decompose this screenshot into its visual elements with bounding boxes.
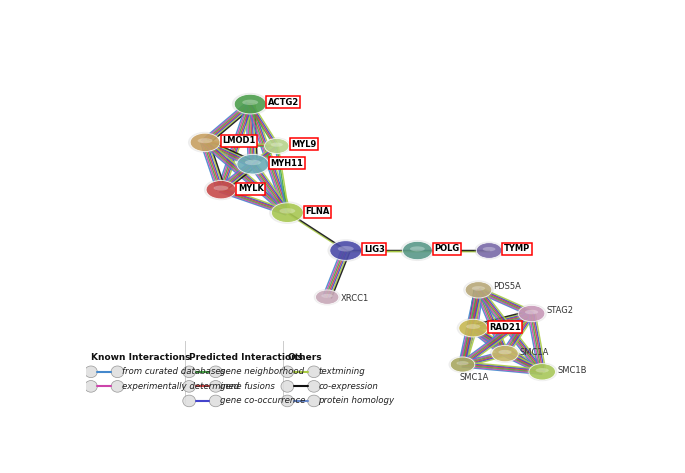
Ellipse shape [234, 94, 266, 114]
Text: gene neighborhood: gene neighborhood [220, 368, 304, 377]
Ellipse shape [529, 364, 556, 380]
Ellipse shape [271, 142, 283, 147]
Ellipse shape [308, 381, 321, 392]
Text: SMC1A: SMC1A [520, 348, 549, 357]
Text: MYLK: MYLK [238, 184, 264, 193]
Ellipse shape [329, 241, 362, 260]
Text: textmining: textmining [318, 368, 365, 377]
Ellipse shape [204, 179, 238, 200]
Ellipse shape [456, 361, 469, 365]
Ellipse shape [457, 318, 490, 338]
Text: gene co-occurrence: gene co-occurrence [220, 396, 306, 405]
Ellipse shape [111, 366, 124, 377]
Ellipse shape [281, 395, 294, 407]
Text: RAD21: RAD21 [489, 323, 521, 332]
Ellipse shape [111, 381, 124, 392]
Ellipse shape [279, 208, 295, 214]
Text: STAG2: STAG2 [547, 306, 573, 315]
Ellipse shape [475, 242, 503, 260]
Ellipse shape [308, 395, 321, 407]
Text: gene fusions: gene fusions [220, 382, 275, 391]
Ellipse shape [190, 133, 220, 151]
Ellipse shape [263, 137, 290, 155]
Ellipse shape [466, 324, 480, 329]
Text: Others: Others [288, 353, 322, 362]
Ellipse shape [234, 153, 271, 175]
Text: POLG: POLG [434, 244, 460, 253]
Text: ACTG2: ACTG2 [268, 98, 299, 107]
Ellipse shape [281, 381, 294, 392]
Ellipse shape [245, 160, 261, 165]
Ellipse shape [403, 241, 432, 260]
Ellipse shape [483, 247, 495, 251]
Ellipse shape [281, 366, 294, 377]
Ellipse shape [264, 139, 289, 154]
Ellipse shape [536, 368, 549, 373]
Ellipse shape [527, 362, 558, 381]
Ellipse shape [410, 246, 425, 251]
Ellipse shape [499, 350, 512, 354]
Ellipse shape [183, 366, 195, 377]
Ellipse shape [269, 201, 306, 224]
Ellipse shape [400, 240, 434, 261]
Ellipse shape [327, 239, 364, 262]
Text: MYL9: MYL9 [291, 140, 316, 149]
Text: experimentally determined: experimentally determined [122, 382, 239, 391]
Ellipse shape [472, 286, 485, 290]
Ellipse shape [188, 132, 222, 153]
Ellipse shape [237, 154, 269, 174]
Ellipse shape [525, 310, 538, 314]
Text: SMC1B: SMC1B [557, 366, 586, 375]
Ellipse shape [84, 381, 97, 392]
Text: MYH11: MYH11 [271, 158, 303, 167]
Ellipse shape [308, 366, 321, 377]
Ellipse shape [314, 289, 340, 306]
Text: TYMP: TYMP [504, 244, 530, 253]
Ellipse shape [459, 319, 488, 337]
Ellipse shape [232, 93, 269, 115]
Ellipse shape [316, 290, 339, 304]
Ellipse shape [84, 366, 97, 377]
Ellipse shape [449, 356, 477, 373]
Ellipse shape [490, 344, 521, 363]
Ellipse shape [338, 246, 353, 252]
Ellipse shape [476, 243, 502, 258]
Text: PDS5A: PDS5A [493, 282, 521, 291]
Ellipse shape [463, 280, 494, 299]
Text: FLNA: FLNA [306, 207, 329, 216]
Ellipse shape [214, 185, 228, 191]
Ellipse shape [210, 366, 222, 377]
Text: Known Interactions: Known Interactions [91, 353, 190, 362]
Text: LMOD1: LMOD1 [222, 136, 256, 145]
Ellipse shape [519, 306, 545, 322]
Ellipse shape [516, 304, 547, 323]
Ellipse shape [210, 381, 222, 392]
Ellipse shape [465, 282, 492, 298]
Text: from curated databases: from curated databases [122, 368, 225, 377]
Ellipse shape [183, 395, 195, 407]
Ellipse shape [198, 138, 212, 143]
Text: LIG3: LIG3 [364, 245, 385, 254]
Text: co-expression: co-expression [318, 382, 378, 391]
Text: protein homology: protein homology [318, 396, 395, 405]
Text: SMC1A: SMC1A [460, 373, 489, 382]
Ellipse shape [210, 395, 222, 407]
Ellipse shape [492, 345, 519, 362]
Text: XRCC1: XRCC1 [341, 295, 369, 304]
Ellipse shape [450, 357, 475, 372]
Ellipse shape [321, 294, 333, 298]
Ellipse shape [242, 100, 258, 105]
Ellipse shape [183, 381, 195, 392]
Ellipse shape [206, 181, 236, 199]
Text: Predicted Interactions: Predicted Interactions [189, 353, 303, 362]
Ellipse shape [271, 203, 303, 222]
